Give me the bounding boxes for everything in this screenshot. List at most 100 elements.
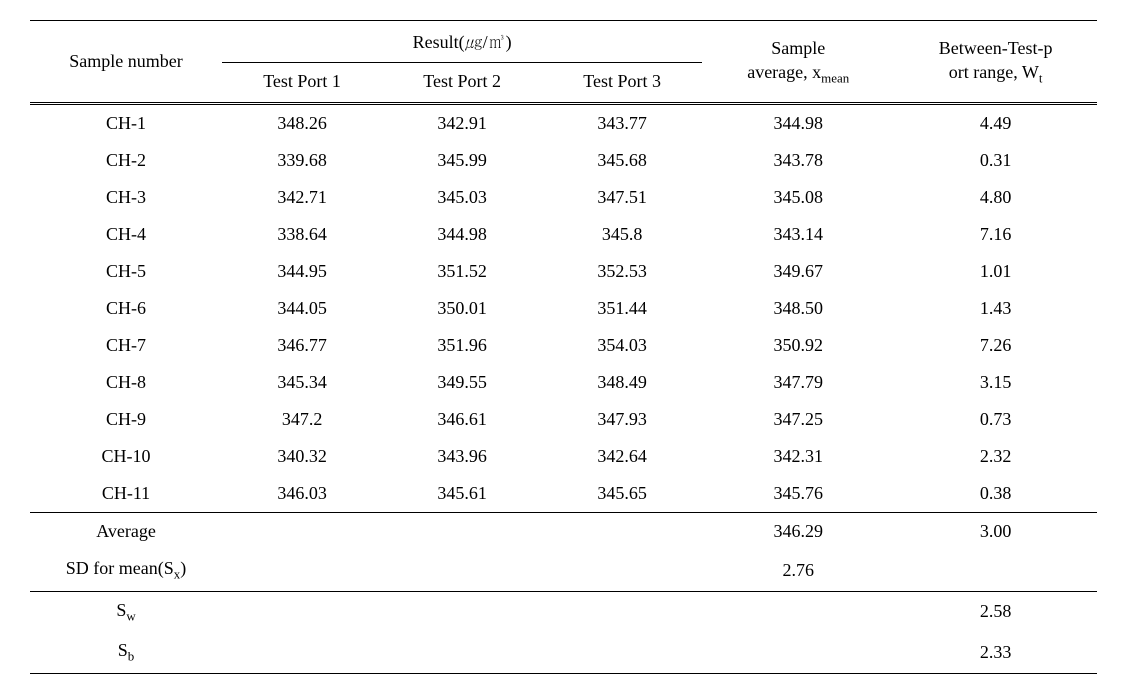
cell-range: 0.38 — [894, 475, 1097, 513]
cell-range: 2.32 — [894, 438, 1097, 475]
sd-label-prefix: SD for mean(S — [66, 558, 174, 578]
summary-cell-blank — [382, 632, 542, 673]
summary-cell-blank — [542, 550, 702, 591]
cell-port2: 345.61 — [382, 475, 542, 513]
cell-sample: CH-7 — [30, 327, 222, 364]
cell-port1: 344.05 — [222, 290, 382, 327]
cell-avg: 350.92 — [702, 327, 894, 364]
cell-port1: 340.32 — [222, 438, 382, 475]
summary-cell-blank — [222, 550, 382, 591]
summary-average-range: 3.00 — [894, 513, 1097, 551]
cell-port3: 345.68 — [542, 142, 702, 179]
cell-sample: CH-10 — [30, 438, 222, 475]
cell-port3: 347.93 — [542, 401, 702, 438]
cell-range: 4.49 — [894, 104, 1097, 143]
col-header-result-group: Result(㎍/㎥) — [222, 21, 702, 63]
cell-avg: 349.67 — [702, 253, 894, 290]
summary-sw-value: 2.58 — [894, 591, 1097, 632]
summary-cell-blank — [542, 632, 702, 673]
cell-range: 4.80 — [894, 179, 1097, 216]
between-line2-prefix: ort range, W — [949, 62, 1039, 82]
cell-port3: 343.77 — [542, 104, 702, 143]
cell-port3: 352.53 — [542, 253, 702, 290]
cell-port2: 342.91 — [382, 104, 542, 143]
cell-port1: 344.95 — [222, 253, 382, 290]
cell-range: 0.73 — [894, 401, 1097, 438]
cell-avg: 342.31 — [702, 438, 894, 475]
cell-port1: 339.68 — [222, 142, 382, 179]
summary-sb-label: Sb — [30, 632, 222, 673]
summary-cell-blank — [382, 591, 542, 632]
cell-port1: 345.34 — [222, 364, 382, 401]
summary-average-avg: 346.29 — [702, 513, 894, 551]
cell-range: 3.15 — [894, 364, 1097, 401]
cell-sample: CH-2 — [30, 142, 222, 179]
cell-port3: 342.64 — [542, 438, 702, 475]
between-line1: Between-Test-p — [939, 38, 1053, 58]
cell-sample: CH-8 — [30, 364, 222, 401]
summary-cell-blank — [702, 632, 894, 673]
summary-sd-label: SD for mean(Sx) — [30, 550, 222, 591]
sample-average-line2-sub: mean — [821, 71, 849, 86]
cell-avg: 345.76 — [702, 475, 894, 513]
cell-avg: 343.78 — [702, 142, 894, 179]
cell-range: 7.16 — [894, 216, 1097, 253]
cell-port2: 344.98 — [382, 216, 542, 253]
summary-cell-blank — [222, 591, 382, 632]
cell-port2: 345.99 — [382, 142, 542, 179]
sw-prefix: S — [116, 600, 126, 620]
summary-cell-blank — [222, 632, 382, 673]
summary-sd-value: 2.76 — [702, 550, 894, 591]
cell-port3: 348.49 — [542, 364, 702, 401]
cell-avg: 347.79 — [702, 364, 894, 401]
col-header-between-range: Between-Test-p ort range, Wt — [894, 21, 1097, 104]
cell-sample: CH-1 — [30, 104, 222, 143]
cell-sample: CH-9 — [30, 401, 222, 438]
sw-sub: w — [126, 608, 135, 623]
cell-port2: 345.03 — [382, 179, 542, 216]
cell-range: 7.26 — [894, 327, 1097, 364]
cell-port1: 348.26 — [222, 104, 382, 143]
cell-port2: 351.52 — [382, 253, 542, 290]
summary-average-label: Average — [30, 513, 222, 551]
sample-average-line1: Sample — [771, 38, 825, 58]
sb-prefix: S — [118, 640, 128, 660]
sample-average-line2-prefix: average, x — [747, 62, 821, 82]
cell-avg: 345.08 — [702, 179, 894, 216]
cell-port3: 345.8 — [542, 216, 702, 253]
cell-range: 1.43 — [894, 290, 1097, 327]
cell-port1: 347.2 — [222, 401, 382, 438]
col-header-sample-average: Sample average, xmean — [702, 21, 894, 104]
results-table: Sample number Result(㎍/㎥) Sample average… — [30, 20, 1097, 674]
cell-range: 0.31 — [894, 142, 1097, 179]
cell-avg: 347.25 — [702, 401, 894, 438]
summary-cell-blank — [894, 550, 1097, 591]
between-line2-sub: t — [1039, 71, 1043, 86]
cell-port2: 346.61 — [382, 401, 542, 438]
col-header-test-port-2: Test Port 2 — [382, 63, 542, 104]
col-header-sample-number: Sample number — [30, 21, 222, 104]
cell-port1: 338.64 — [222, 216, 382, 253]
summary-cell-blank — [382, 550, 542, 591]
summary-cell-blank — [222, 513, 382, 551]
cell-port2: 350.01 — [382, 290, 542, 327]
summary-cell-blank — [382, 513, 542, 551]
cell-avg: 348.50 — [702, 290, 894, 327]
cell-sample: CH-5 — [30, 253, 222, 290]
cell-sample: CH-3 — [30, 179, 222, 216]
summary-cell-blank — [702, 591, 894, 632]
summary-cell-blank — [542, 513, 702, 551]
cell-port2: 349.55 — [382, 364, 542, 401]
cell-sample: CH-11 — [30, 475, 222, 513]
cell-port1: 342.71 — [222, 179, 382, 216]
summary-sw-label: Sw — [30, 591, 222, 632]
sd-label-suffix: ) — [180, 558, 186, 578]
cell-port3: 345.65 — [542, 475, 702, 513]
sb-sub: b — [128, 649, 134, 664]
cell-port3: 351.44 — [542, 290, 702, 327]
col-header-test-port-3: Test Port 3 — [542, 63, 702, 104]
cell-port1: 346.03 — [222, 475, 382, 513]
summary-cell-blank — [542, 591, 702, 632]
cell-avg: 344.98 — [702, 104, 894, 143]
cell-sample: CH-4 — [30, 216, 222, 253]
